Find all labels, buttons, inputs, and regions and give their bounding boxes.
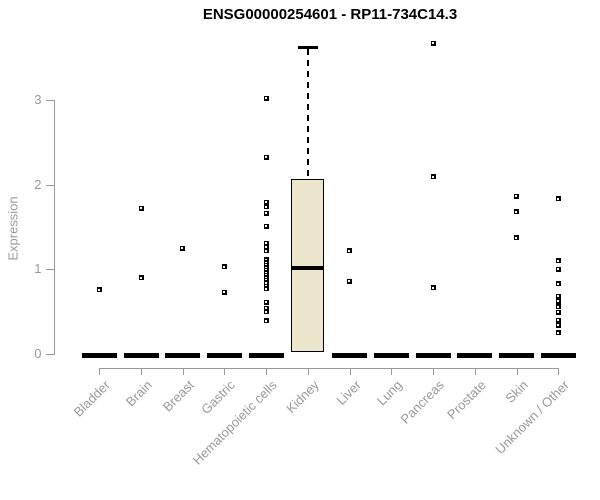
outlier-point [263,154,269,160]
zero-box-bar [373,353,409,358]
outlier-point [263,262,269,268]
outlier-point [263,270,269,276]
whisker-cap [297,46,318,49]
outlier-point [263,199,269,205]
y-tick-label: 0 [34,346,42,361]
outlier-point [430,174,436,180]
x-axis-tick [266,368,268,376]
chart-title: ENSG00000254601 - RP11-734C14.3 [202,6,458,23]
outlier-point [138,275,144,281]
outlier-point [347,248,353,254]
outlier-point [555,330,561,336]
y-axis-tick [45,99,54,101]
x-axis-tick [433,368,435,376]
x-axis-tick [558,368,560,376]
outlier-point [430,40,436,46]
zero-box-bar [123,353,159,358]
outlier-point [555,317,561,323]
y-axis-line [53,100,55,355]
outlier-point [221,264,227,270]
outlier-point [263,265,269,271]
outlier-point [514,235,519,241]
zero-box-bar [332,353,368,358]
outlier-point [180,245,186,251]
x-axis-tick [474,368,476,376]
box-median [291,266,325,271]
outlier-point [514,209,519,215]
outlier-point [263,277,269,283]
outlier-point [263,240,269,246]
x-axis-tick [182,368,184,376]
outlier-point [263,309,269,315]
y-tick-label: 3 [34,91,42,107]
x-axis-tick [141,368,143,376]
outlier-point [263,280,269,286]
zero-box-bar [81,353,117,358]
y-tick-label: 1 [34,261,42,277]
x-axis-tick [349,368,351,376]
outlier-point [555,196,561,202]
outlier-point [555,293,561,299]
outlier-point [263,223,269,229]
outlier-point [263,257,269,263]
zero-box-bar [206,353,242,358]
outlier-point [138,205,144,211]
x-axis-tick [391,368,393,376]
outlier-point [347,278,353,284]
outlier-point [263,95,269,101]
y-tick-label: 2 [34,176,42,192]
outlier-point [263,318,269,324]
outlier-point [263,299,269,305]
zero-box-bar [415,353,451,358]
y-axis-tick [45,269,54,271]
zero-box-bar [165,353,201,358]
outlier-point [555,309,561,315]
outlier-point [430,285,436,291]
outlier-point [263,272,269,278]
outlier-point [555,298,561,304]
outlier-point [514,193,519,199]
x-axis-tick [307,368,309,376]
outlier-point [263,248,269,254]
box-body [291,178,325,353]
outlier-point [263,275,269,281]
zero-box-bar [540,353,576,358]
outlier-point [263,267,269,273]
y-axis-tick [45,184,54,186]
zero-box-bar [248,353,284,358]
x-axis-line [99,368,560,370]
outlier-point [555,258,561,264]
outlier-point [263,260,269,266]
outlier-point [221,289,227,295]
outlier-point [96,287,102,293]
outlier-point [263,210,269,216]
outlier-point [555,266,561,272]
outlier-point [555,281,561,287]
zero-box-bar [499,353,534,358]
outlier-point [263,305,269,311]
outlier-point [263,283,269,289]
outlier-point [555,322,561,328]
y-axis-tick [45,354,54,355]
x-axis-tick [224,368,226,376]
box-whisker [306,49,309,179]
outlier-point [555,304,561,310]
x-axis-tick [99,368,101,376]
outlier-point [263,204,269,210]
outlier-point [263,286,269,292]
x-axis-tick [516,368,518,376]
zero-box-bar [457,353,493,358]
outlier-point [263,244,269,250]
